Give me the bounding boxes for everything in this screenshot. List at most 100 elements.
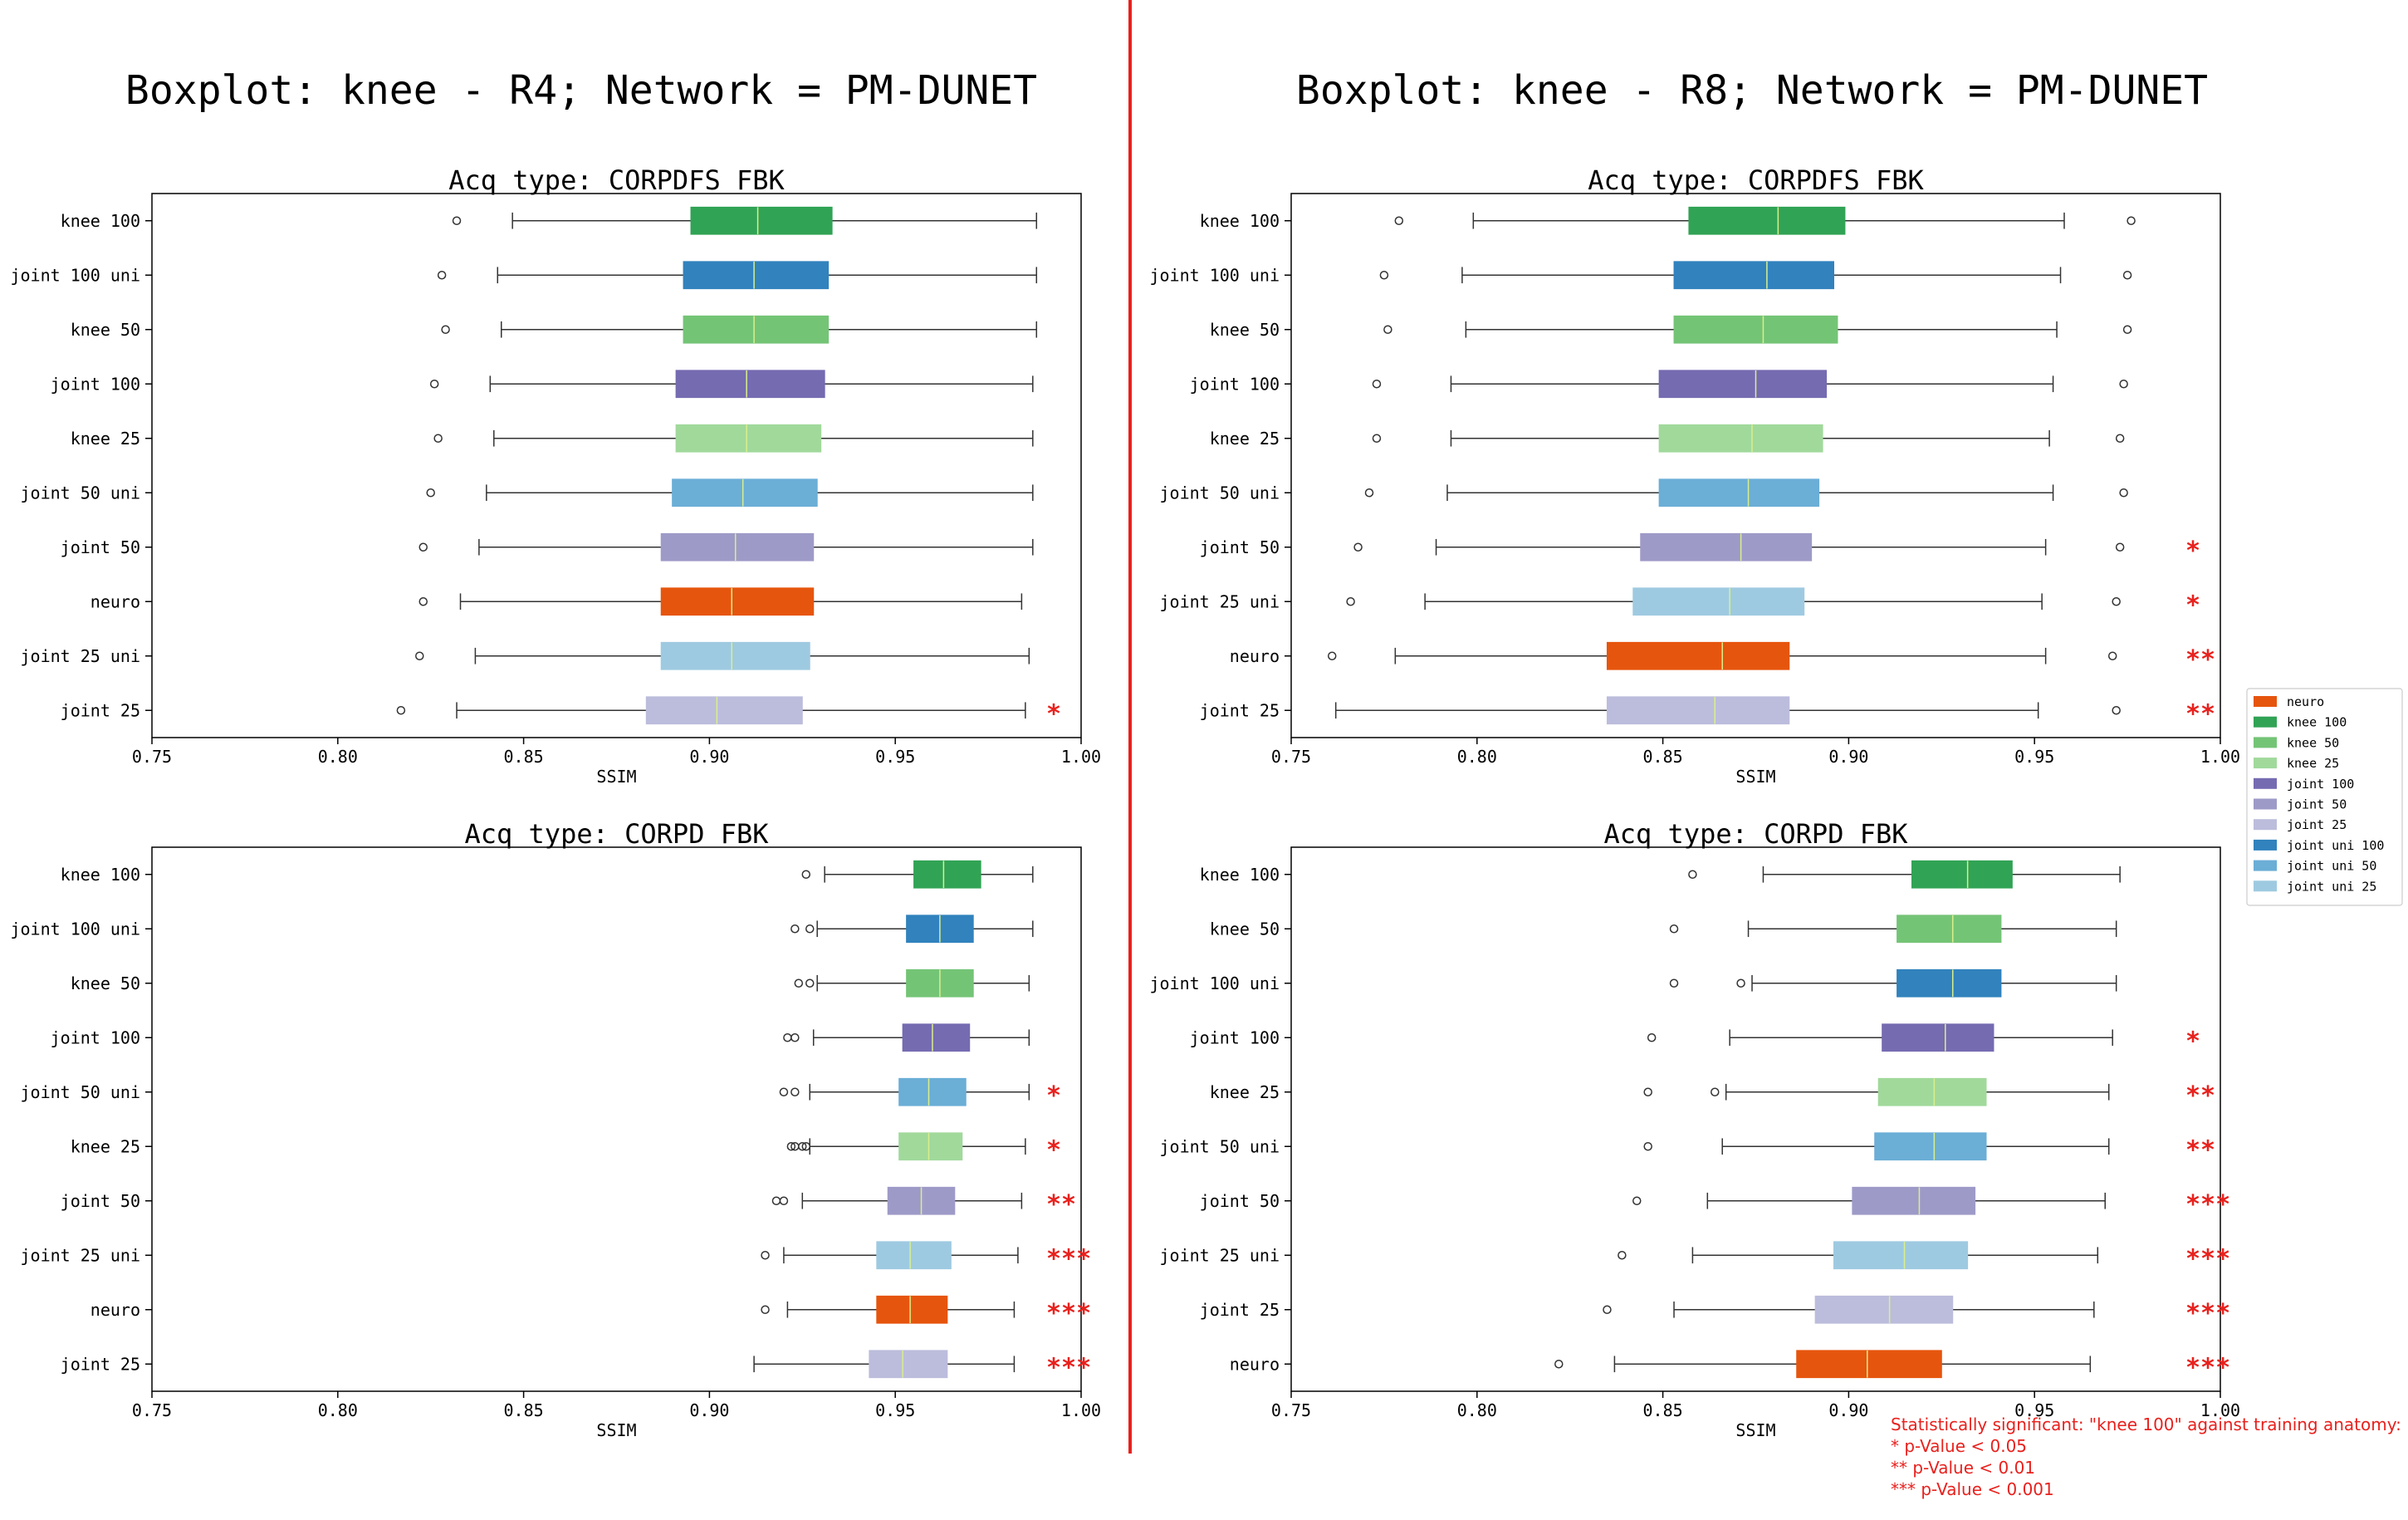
legend-label: joint 25 (2287, 817, 2347, 832)
significance-marker: * (2185, 591, 2200, 620)
y-tick-label: knee 100 (1200, 211, 1280, 231)
outlier-point (1372, 380, 1382, 389)
significance-marker: ** (2185, 699, 2215, 728)
box-knee-25 (898, 1132, 963, 1161)
box-knee-50 (683, 315, 830, 344)
outlier-point (801, 870, 811, 879)
legend-frame (2246, 688, 2403, 906)
legend-label: knee 100 (2287, 715, 2347, 730)
x-tick-label: 0.80 (1457, 747, 1497, 767)
outlier-point (1603, 1305, 1612, 1314)
y-tick-label: joint 25 (61, 700, 140, 720)
y-tick-label: knee 50 (71, 973, 140, 993)
significance-marker: *** (2185, 1244, 2230, 1273)
box-joint-100 (675, 370, 825, 399)
y-tick-label: joint 50 uni (1160, 1136, 1280, 1156)
significance-marker: *** (1046, 1299, 1091, 1328)
y-tick-label: joint 50 (61, 1191, 140, 1211)
outlier-point (2122, 325, 2132, 334)
x-tick-label: 0.80 (318, 747, 358, 767)
subplot-title: Acq type: CORPDFS FBK (1588, 164, 1924, 196)
x-tick-label: 0.85 (504, 1400, 544, 1420)
note-line: * p-Value < 0.05 (1891, 1436, 2027, 1456)
outlier-point (2119, 488, 2128, 498)
subplots: Acq type: CORPDFS FBK 0.75 0.80 0.85 0.90 0.9… (10, 164, 2240, 1440)
outlier-point (783, 1033, 792, 1042)
x-axis-label: SSIM (596, 1420, 636, 1440)
outlier-point (1643, 1142, 1652, 1151)
outlier-point (1669, 978, 1679, 988)
y-tick-label: neuro (1230, 646, 1280, 666)
significance-marker: *** (2185, 1299, 2230, 1328)
y-tick-label: neuro (1230, 1354, 1280, 1374)
outlier-point (1736, 978, 1745, 988)
legend-swatch (2254, 860, 2277, 871)
note-line: Statistically significant: "knee 100" ag… (1891, 1415, 2401, 1434)
box-joint-25-uni (1632, 587, 1805, 616)
legend: neuro knee 100 knee 50 knee 25 joint 100 join… (2246, 688, 2403, 906)
outlier-point (433, 434, 443, 443)
box-knee-25 (1877, 1077, 1987, 1106)
significance-marker: * (2185, 1027, 2200, 1056)
outlier-point (2115, 542, 2125, 552)
outlier-point (441, 325, 450, 334)
outlier-point (429, 380, 439, 389)
legend-swatch (2254, 737, 2277, 748)
boxplot-panel-3: Acq type: CORPD FBK 0.75 0.80 0.85 0.90 0.95 1… (10, 818, 1101, 1440)
boxplot-panel-1: Acq type: CORPDFS FBK 0.75 0.80 0.85 0.90 0.9… (10, 164, 1101, 787)
legend-swatch (2254, 777, 2277, 789)
outlier-point (1346, 597, 1355, 606)
y-tick-label: knee 50 (71, 320, 140, 340)
box-joint-50 (660, 532, 815, 561)
box-joint-50 (1852, 1186, 1976, 1215)
box-joint-100-uni (1673, 261, 1834, 290)
y-tick-label: joint 50 uni (21, 1082, 141, 1102)
legend-swatch (2254, 880, 2277, 892)
boxplot-panel-2: Acq type: CORPDFS FBK 0.75 0.80 0.85 0.90 0.9… (1149, 164, 2240, 787)
box-joint-100 (902, 1023, 971, 1052)
note-line: ** p-Value < 0.01 (1891, 1458, 2035, 1478)
box-joint-25 (645, 696, 803, 725)
box-neuro (1796, 1350, 1942, 1379)
box-joint-50-uni (1874, 1132, 1987, 1161)
box-knee-50 (1897, 914, 2002, 944)
significance-marker: * (1046, 699, 1061, 728)
x-tick-label: 0.85 (504, 747, 544, 767)
box-joint-25-uni (1833, 1241, 1969, 1270)
significance-marker: *** (1046, 1353, 1091, 1382)
significance-marker: * (1046, 1135, 1061, 1165)
outlier-point (2115, 434, 2125, 443)
y-tick-label: knee 25 (1210, 1082, 1280, 1102)
significance-marker: ** (2185, 1135, 2215, 1165)
outlier-point (1394, 216, 1404, 225)
box-joint-25 (1606, 696, 1790, 725)
significance-marker: *** (2185, 1190, 2230, 1219)
box-knee-25 (1658, 424, 1823, 453)
outlier-point (1669, 924, 1679, 934)
axes-frame (151, 193, 1082, 738)
outlier-point (2107, 651, 2117, 660)
box-joint-100-uni (1897, 968, 2002, 998)
outlier-point (452, 216, 462, 225)
outlier-point (1327, 651, 1337, 660)
box-joint-100 (1658, 370, 1828, 399)
box-knee-25 (675, 424, 822, 453)
axes-frame (151, 846, 1082, 1392)
legend-swatch (2254, 839, 2277, 851)
y-tick-label: joint 50 (1200, 1191, 1280, 1211)
outlier-point (794, 978, 804, 988)
outlier-point (798, 1142, 807, 1151)
significance-marker: ** (1046, 1190, 1076, 1219)
x-tick-label: 0.75 (1271, 747, 1311, 767)
outlier-point (1632, 1196, 1642, 1205)
box-neuro (660, 587, 815, 616)
box-knee-50 (1673, 315, 1838, 344)
outlier-point (786, 1142, 796, 1151)
legend-label: joint 50 (2287, 797, 2347, 812)
outlier-point (761, 1251, 770, 1260)
outlier-point (418, 542, 428, 552)
box-knee-100 (690, 206, 833, 235)
y-tick-label: knee 25 (71, 1136, 140, 1156)
y-tick-label: joint 100 (1190, 1027, 1280, 1047)
